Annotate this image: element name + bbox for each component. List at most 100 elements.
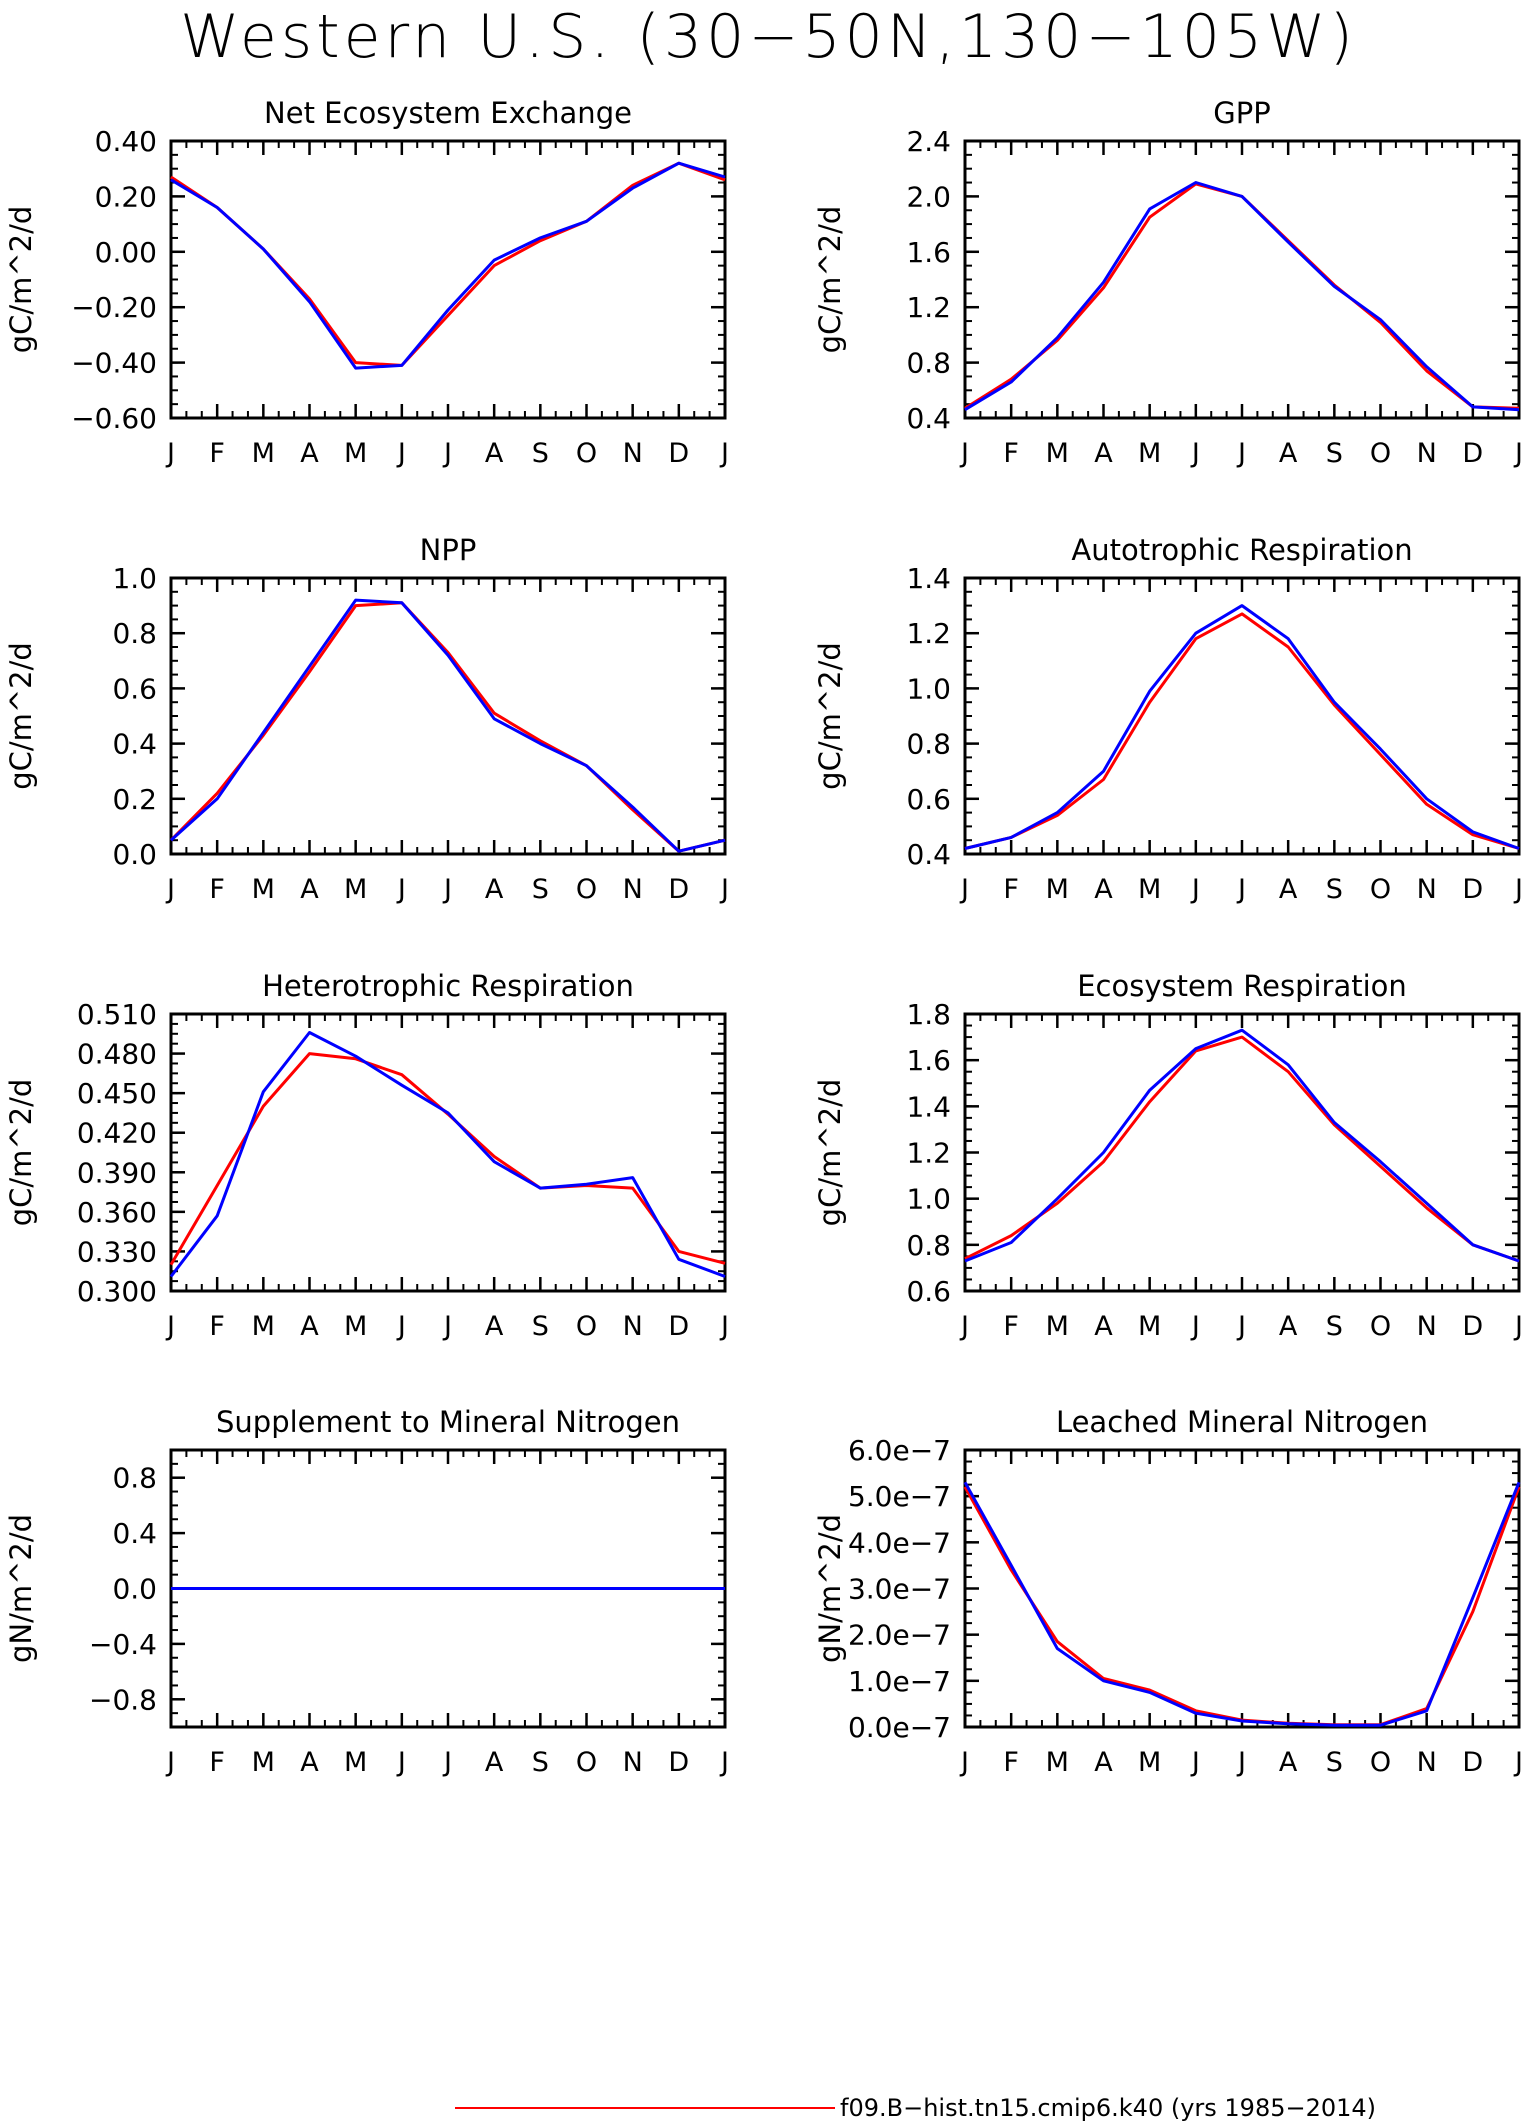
- panel-1-ytick-label: 0.00: [95, 236, 157, 269]
- panel-6-xtick-label: J: [1236, 1311, 1246, 1342]
- panel-2-ytick-label: 1.6: [906, 236, 951, 269]
- panel-7-xtick-label: J: [396, 1747, 406, 1778]
- panel-8-xtick-label: M: [1138, 1747, 1161, 1778]
- panel-2-xtick-label: O: [1370, 438, 1391, 469]
- panel-6-title: Ecosystem Respiration: [1077, 969, 1407, 1003]
- panel-6-xtick-label: D: [1462, 1311, 1483, 1342]
- panel-8-ytick-label: 2.0e−7: [848, 1619, 951, 1652]
- panel-2-xtick-label: J: [1190, 438, 1200, 469]
- panel-4-series-blue: [964, 604, 1520, 850]
- panel-7-xtick-label: J: [719, 1747, 729, 1778]
- panel-6-ytick-label: 1.4: [906, 1090, 951, 1123]
- panel-8-ytick-label: 1.0e−7: [848, 1665, 951, 1698]
- panel-8-xtick-label: J: [959, 1747, 969, 1778]
- panel-4-ytick-label: 1.4: [906, 562, 951, 595]
- panel-8-ylabel: gN/m^2/d: [813, 1514, 847, 1663]
- panel-3-xtick-label: J: [442, 874, 452, 905]
- panel-4-xtick-label: J: [1190, 874, 1200, 905]
- panel-4-xtick-label: A: [1279, 874, 1298, 905]
- legend-red-label: f09.B−hist.tn15.cmip6.k40 (yrs 1985−2014…: [840, 2094, 1377, 2122]
- panel-5-ytick-label: 0.510: [77, 998, 157, 1031]
- panel-6-ylabel: gC/m^2/d: [813, 1079, 847, 1227]
- panel-1-xtick-label: A: [485, 438, 504, 469]
- panel-6-xtick-label: A: [1094, 1311, 1113, 1342]
- panel-7-ytick-label: −0.4: [89, 1628, 157, 1661]
- panel-5-xtick-label: J: [442, 1311, 452, 1342]
- panel-6-xtick-label: J: [1513, 1311, 1523, 1342]
- panel-3-ytick-label: 1.0: [112, 562, 157, 595]
- panel-3-series-blue: [169, 598, 726, 853]
- panel-2-series-blue: [964, 181, 1520, 412]
- panel-3-frame: [169, 576, 727, 856]
- panel-4-ytick-label: 0.8: [906, 728, 951, 761]
- panel-5-xtick-label: A: [300, 1311, 319, 1342]
- panel-4-xtick-label: M: [1046, 874, 1069, 905]
- panel-2-title: GPP: [1213, 96, 1270, 130]
- panel-5-xtick-label: D: [668, 1311, 689, 1342]
- panel-4-xtick-label: O: [1370, 874, 1391, 905]
- panel-1-ytick-label: 0.20: [95, 180, 157, 213]
- panel-1-xtick-label: J: [165, 438, 175, 469]
- panel-6-ytick-label: 1.0: [906, 1183, 951, 1216]
- panel-5-xtick-label: J: [165, 1311, 175, 1342]
- panel-7-ytick-label: 0.4: [112, 1517, 157, 1550]
- panel-1-xtick-label: J: [442, 438, 452, 469]
- panel-6-ytick-label: 0.8: [906, 1229, 951, 1262]
- panel-4-ylabel: gC/m^2/d: [813, 642, 847, 790]
- panel-7-xtick-label: D: [668, 1747, 689, 1778]
- panel-3-title: NPP: [420, 533, 477, 567]
- panel-3-ytick-label: 0.8: [112, 617, 157, 650]
- panel-8-ytick-label: 6.0e−7: [848, 1434, 951, 1467]
- panel-1-series-blue: [170, 161, 726, 370]
- panel-3-series-red: [169, 601, 726, 853]
- panel-5-ytick-label: 0.300: [77, 1275, 157, 1308]
- panel-2-ylabel: gC/m^2/d: [813, 206, 847, 354]
- panel-1-xtick-label: J: [719, 438, 729, 469]
- panel-2-xtick-label: S: [1326, 438, 1343, 469]
- panel-7-ytick-label: 0.8: [112, 1462, 157, 1495]
- panel-5-ytick-label: 0.360: [77, 1196, 157, 1229]
- panel-5-ytick-label: 0.420: [77, 1117, 157, 1150]
- panel-1-ytick-label: −0.20: [71, 291, 157, 324]
- panel-8-ytick-label: 5.0e−7: [848, 1480, 951, 1513]
- panel-1-ylabel: gC/m^2/d: [4, 206, 38, 354]
- panel-3-xtick-label: J: [165, 874, 175, 905]
- panel-1-xtick-label: M: [252, 438, 275, 469]
- panel-5-title: Heterotrophic Respiration: [262, 969, 634, 1003]
- panel-5-xtick-label: J: [396, 1311, 406, 1342]
- panel-7-xtick-label: J: [165, 1747, 175, 1778]
- panel-1-xtick-label: M: [344, 438, 367, 469]
- panel-3-xtick-label: S: [532, 874, 549, 905]
- panel-4-xtick-label: J: [1513, 874, 1523, 905]
- panel-8-ytick-label: 4.0e−7: [848, 1526, 951, 1559]
- panel-3-ylabel: gC/m^2/d: [4, 642, 38, 790]
- panel-7-title: Supplement to Mineral Nitrogen: [216, 1405, 680, 1439]
- panel-1-ytick-label: −0.60: [71, 402, 157, 435]
- panel-4-frame: [963, 576, 1521, 856]
- panel-3-ytick-label: 0.6: [112, 672, 157, 705]
- panel-4-ytick-label: 0.4: [906, 838, 951, 871]
- figure-title: Western U.S. (30−50N,130−105W): [180, 2, 1357, 72]
- panel-3-xtick-label: D: [668, 874, 689, 905]
- panel-4-xtick-label: A: [1094, 874, 1113, 905]
- panel-6-ytick-label: 1.2: [906, 1137, 951, 1170]
- panel-5-xtick-label: A: [485, 1311, 504, 1342]
- panel-1-title: Net Ecosystem Exchange: [264, 96, 632, 130]
- legend-red-line: [455, 2107, 835, 2109]
- panel-2-xtick-label: A: [1094, 438, 1113, 469]
- panel-6-frame: [963, 1012, 1521, 1293]
- panel-4-xtick-label: J: [1236, 874, 1246, 905]
- panel-7-xtick-label: M: [344, 1747, 367, 1778]
- panel-6-xtick-label: M: [1138, 1311, 1161, 1342]
- panel-8-xtick-label: S: [1326, 1747, 1343, 1778]
- panel-6-xtick-label: O: [1370, 1311, 1391, 1342]
- panel-2-ytick-label: 2.0: [906, 180, 951, 213]
- panel-4-xtick-label: J: [959, 874, 969, 905]
- panel-5-series-blue: [169, 1031, 726, 1278]
- panel-5-xtick-label: M: [344, 1311, 367, 1342]
- panel-5-xtick-label: N: [623, 1311, 643, 1342]
- panel-6-ytick-label: 1.8: [906, 998, 951, 1031]
- panel-8-xtick-label: F: [1003, 1747, 1019, 1778]
- panel-2-xtick-label: M: [1138, 438, 1161, 469]
- panel-3-xtick-label: N: [623, 874, 643, 905]
